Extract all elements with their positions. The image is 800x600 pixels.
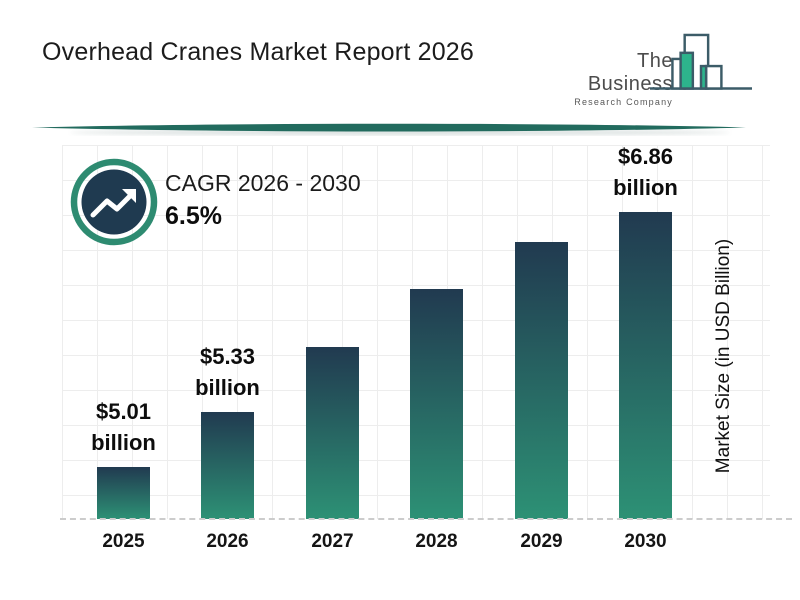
x-tick-2029: 2029	[520, 531, 563, 552]
logo-buildings-icon	[650, 33, 752, 90]
x-tick-2026: 2026	[206, 531, 249, 552]
bar-value-label-2026: $5.33 billion	[195, 344, 260, 400]
bar-2030	[619, 212, 672, 519]
x-tick-2027: 2027	[311, 531, 354, 552]
cagr-label: CAGR 2026 - 2030	[165, 170, 361, 196]
x-tick-2025: 2025	[102, 531, 145, 552]
bar-value-label-2030: $6.86 billion	[613, 144, 678, 200]
y-axis-title: Market Size (in USD Billion)	[713, 238, 734, 474]
x-tick-2030: 2030	[624, 531, 667, 552]
logo-company-subtitle: Research Company	[574, 97, 673, 107]
bar-2027	[306, 347, 359, 519]
bar-value-label-2025: $5.01 billion	[91, 399, 156, 455]
bar-2025	[97, 467, 150, 519]
cagr-value: 6.5%	[165, 202, 222, 230]
trend-up-icon	[70, 158, 158, 246]
divider-line	[32, 123, 746, 136]
bar-2028	[410, 289, 463, 519]
x-tick-2028: 2028	[415, 531, 458, 552]
bar-2029	[515, 242, 568, 519]
plot-area: $5.01 billion $5.33 billion $6.86 billion	[62, 144, 770, 519]
page-title: Overhead Cranes Market Report 2026	[42, 38, 475, 66]
bar-2026	[201, 412, 254, 519]
x-axis-baseline	[60, 518, 792, 520]
x-axis-labels: 2025 2026 2027 2028 2029 2030	[0, 531, 800, 561]
